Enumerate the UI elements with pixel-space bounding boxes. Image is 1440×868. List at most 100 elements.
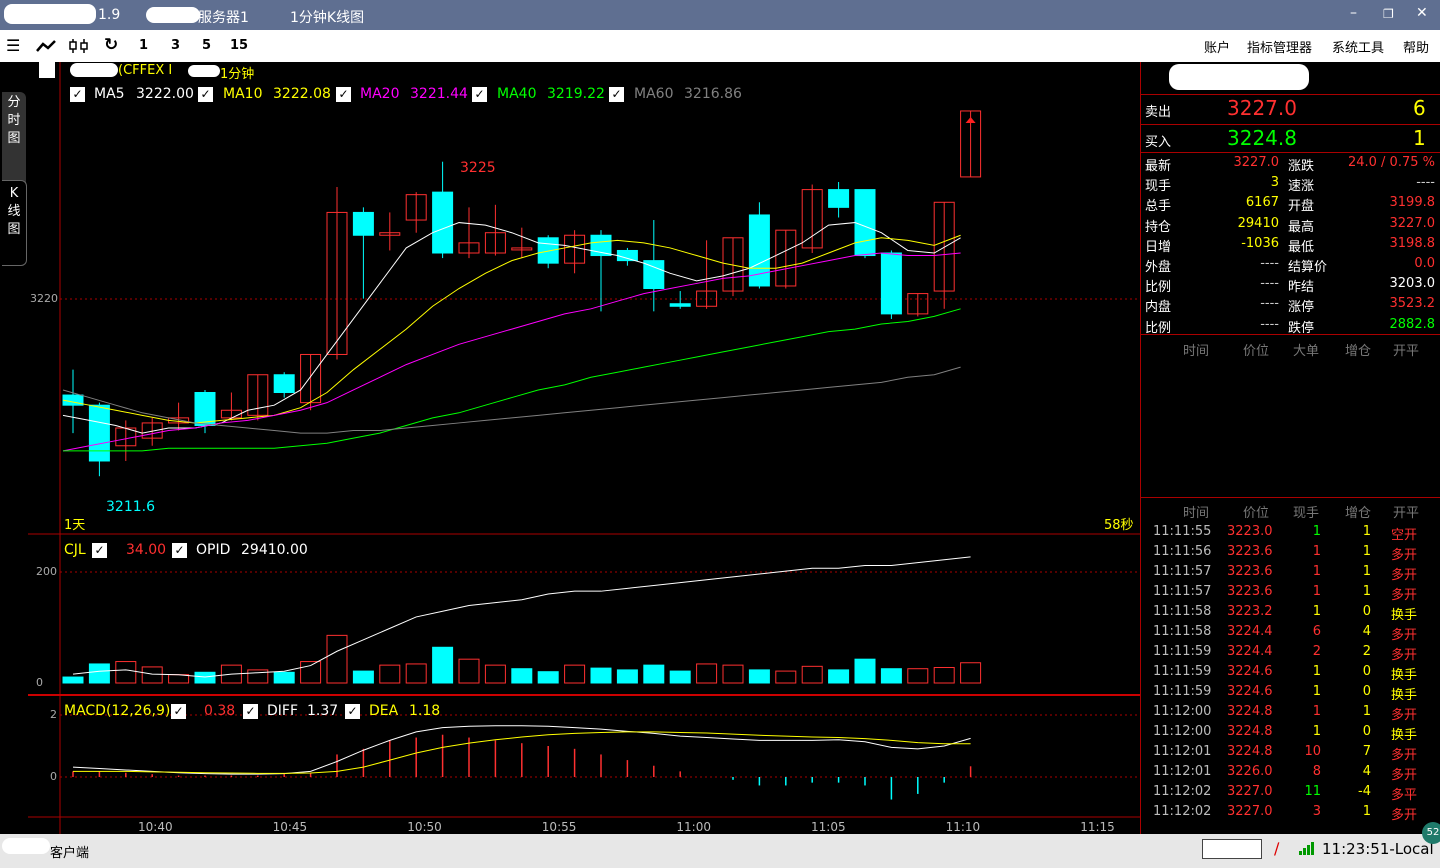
- field-value: ----: [1260, 316, 1279, 332]
- volume-bar: [300, 661, 322, 684]
- field-value: 3199.8: [1389, 195, 1436, 211]
- ma-checkbox[interactable]: ✓: [609, 87, 624, 102]
- opid-checkbox[interactable]: ✓: [172, 543, 187, 558]
- tick-inc: 7: [1362, 744, 1371, 759]
- tick-qty: 1: [1312, 664, 1321, 679]
- vol-checkbox[interactable]: ✓: [92, 543, 107, 558]
- status-input[interactable]: [1202, 839, 1262, 859]
- tick-type: 多开: [1391, 588, 1418, 603]
- tick-price: 3223.2: [1227, 604, 1273, 619]
- candle-body: [458, 242, 480, 254]
- tick-qty: 1: [1312, 564, 1321, 579]
- menu-system-tools[interactable]: 系统工具: [1332, 41, 1385, 56]
- diff-checkbox[interactable]: ✓: [243, 704, 258, 719]
- field-label: 现手: [1145, 179, 1172, 195]
- sell-quantity: 6: [1413, 96, 1426, 120]
- candle-body: [405, 194, 427, 221]
- period-15min[interactable]: 15: [230, 38, 249, 53]
- candle-body: [537, 237, 559, 264]
- tick-price: 3226.0: [1227, 764, 1273, 779]
- refresh-icon[interactable]: ↻: [104, 35, 119, 55]
- field-label: 涨停: [1288, 300, 1315, 316]
- candle-body: [352, 211, 374, 236]
- volume-bar: [168, 674, 190, 684]
- notification-badge[interactable]: 52: [1422, 822, 1440, 844]
- ma-checkbox[interactable]: ✓: [472, 87, 487, 102]
- tick-type: 多开: [1391, 708, 1418, 723]
- menu-help[interactable]: 帮助: [1403, 41, 1430, 56]
- menu-indicator-manager[interactable]: 指标管理器: [1247, 41, 1313, 56]
- field-label: 结算价: [1288, 260, 1328, 275]
- tick-qty: 6: [1312, 624, 1321, 639]
- field-label: 跌停: [1288, 320, 1315, 336]
- tick-qty: 1: [1312, 524, 1321, 539]
- last-price-arrow: [965, 116, 976, 123]
- tick-inc: 1: [1362, 704, 1371, 719]
- ma10-line: [62, 234, 961, 424]
- ma60-line: [62, 366, 961, 434]
- column-header: 时间: [1183, 506, 1210, 521]
- tick-type: 空开: [1391, 528, 1418, 543]
- field-value: 3227.0: [1233, 155, 1280, 170]
- column-header: 时间: [1183, 344, 1210, 359]
- buy-quantity: 1: [1413, 126, 1426, 150]
- ma-checkbox[interactable]: ✓: [336, 87, 351, 102]
- opid-line: [72, 556, 971, 678]
- field-label: 日增: [1145, 239, 1172, 255]
- ma-name: MA40: [497, 86, 537, 102]
- redacted-symbol: [70, 63, 118, 77]
- vol-tick-200: 200: [36, 565, 57, 578]
- candle-body: [88, 404, 110, 462]
- volume-bar: [933, 667, 955, 684]
- kline-chart[interactable]: [28, 62, 1140, 834]
- ma-value: 3221.44: [410, 86, 468, 102]
- tick-type: 多开: [1391, 628, 1418, 643]
- dea-checkbox[interactable]: ✓: [345, 704, 360, 719]
- buy-price: 3224.8: [1227, 126, 1297, 150]
- period-3min[interactable]: 3: [171, 38, 181, 53]
- field-label: 涨跌: [1288, 159, 1315, 174]
- time-tick: 11:05: [811, 820, 846, 834]
- menu-account[interactable]: 账户: [1204, 41, 1231, 56]
- candle-body: [801, 189, 823, 249]
- candle-body: [432, 191, 454, 254]
- chart-checkbox[interactable]: [39, 62, 55, 78]
- vol-tick-0: 0: [36, 676, 43, 689]
- sell-price: 3227.0: [1227, 96, 1297, 120]
- minimize-icon[interactable]: –: [1350, 5, 1357, 21]
- tick-qty: 1: [1312, 544, 1321, 559]
- ma-value: 3222.00: [136, 86, 194, 102]
- high-price-label: 3225: [460, 160, 496, 176]
- volume-bar: [590, 667, 612, 684]
- tick-inc: 0: [1362, 664, 1371, 679]
- opid-value: 29410.00: [241, 542, 308, 558]
- close-icon[interactable]: ✕: [1416, 5, 1428, 21]
- tick-time: 11:12:00: [1153, 724, 1212, 739]
- field-value: 3: [1270, 175, 1279, 191]
- candle-body: [960, 110, 982, 178]
- volume-bar: [194, 671, 216, 684]
- period-1min[interactable]: 1: [139, 38, 149, 53]
- app-logo: [4, 4, 96, 24]
- field-label: 速涨: [1288, 179, 1315, 195]
- period-label: 1分钟: [220, 67, 255, 82]
- restore-icon[interactable]: ❐: [1383, 7, 1394, 21]
- ma-checkbox[interactable]: ✓: [70, 87, 85, 102]
- candle-body: [854, 189, 876, 257]
- line-chart-icon[interactable]: [36, 39, 56, 53]
- tick-time: 11:11:57: [1153, 584, 1212, 599]
- period-5min[interactable]: 5: [202, 38, 212, 53]
- candle-body: [590, 234, 612, 257]
- column-header: 开平: [1393, 344, 1420, 359]
- volume-bar: [801, 665, 823, 684]
- candlestick-icon[interactable]: [68, 38, 90, 54]
- tick-inc: 1: [1362, 564, 1371, 579]
- macd-checkbox[interactable]: ✓: [171, 704, 186, 719]
- ma-checkbox[interactable]: ✓: [198, 87, 213, 102]
- list-icon[interactable]: ☰: [6, 36, 21, 55]
- tick-time: 11:11:56: [1153, 544, 1212, 559]
- tick-time: 11:12:02: [1153, 804, 1212, 819]
